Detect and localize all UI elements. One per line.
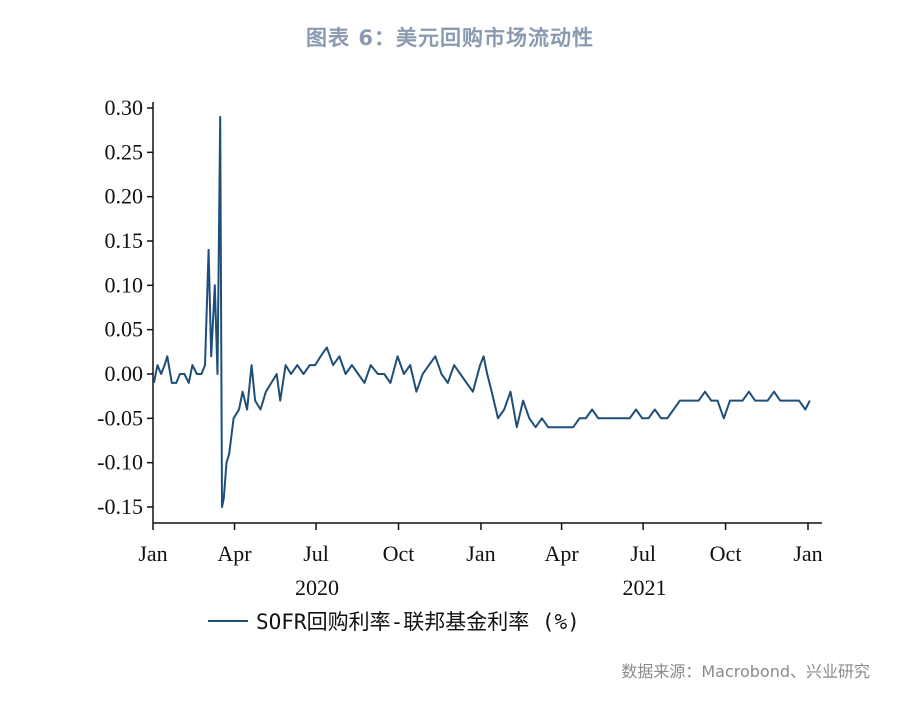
legend-swatch: [208, 620, 248, 622]
year-label: 2021: [622, 575, 666, 600]
y-axis-ticks: 0.30 0.25 0.20 0.15 0.10 0.05 0.00 -0.05 -0.10 -0…: [97, 95, 153, 519]
x-axis-ticks: Jan Apr Jul Oct Jan Apr Jul Oct Jan 2020 2021: [138, 523, 823, 600]
x-tick-label: Oct: [383, 541, 415, 566]
series-layer: [152, 115, 811, 508]
y-tick-label: 0.25: [105, 139, 144, 164]
x-tick-label: Jan: [466, 541, 495, 566]
source-note: 数据来源：Macrobond、兴业研究: [621, 662, 870, 681]
y-tick-label: 0.00: [105, 361, 144, 386]
legend: SOFR回购利率-联邦基金利率 (%): [208, 606, 580, 636]
y-tick-label: -0.10: [97, 450, 143, 475]
x-tick-label: Apr: [544, 541, 579, 566]
y-tick-label: 0.05: [105, 317, 144, 342]
x-tick-label: Jul: [303, 541, 329, 566]
year-label: 2020: [295, 575, 339, 600]
y-tick-label: 0.15: [105, 228, 144, 253]
y-tick-label: 0.10: [105, 272, 144, 297]
axes: [152, 102, 822, 524]
y-tick-label: 0.30: [105, 95, 144, 120]
x-tick-label: Jan: [793, 541, 822, 566]
chart-title: 图表 6：美元回购市场流动性: [306, 26, 594, 50]
x-tick-label: Jan: [138, 541, 167, 566]
y-tick-label: -0.15: [97, 494, 143, 519]
legend-label: SOFR回购利率-联邦基金利率 (%): [256, 610, 580, 634]
x-tick-label: Apr: [217, 541, 252, 566]
series-line: [152, 115, 811, 508]
x-tick-label: Oct: [710, 541, 742, 566]
y-tick-label: 0.20: [105, 184, 144, 209]
y-tick-label: -0.05: [97, 405, 143, 430]
x-tick-label: Jul: [630, 541, 656, 566]
